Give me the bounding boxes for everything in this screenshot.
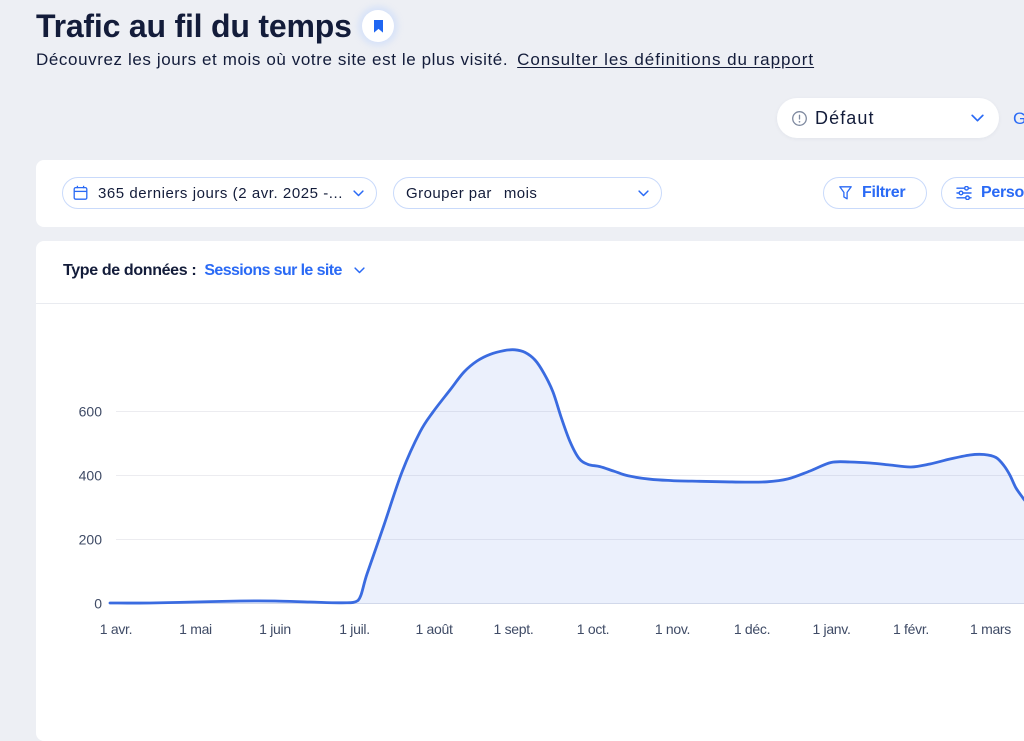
svg-text:1 oct.: 1 oct. bbox=[577, 621, 609, 637]
svg-text:200: 200 bbox=[79, 532, 103, 548]
svg-text:1 mars: 1 mars bbox=[970, 621, 1011, 637]
svg-text:1 sept.: 1 sept. bbox=[494, 621, 534, 637]
svg-text:400: 400 bbox=[79, 468, 103, 484]
svg-text:0: 0 bbox=[94, 596, 102, 612]
svg-text:1 mai: 1 mai bbox=[179, 621, 212, 637]
svg-text:1 juin: 1 juin bbox=[259, 621, 291, 637]
svg-text:1 nov.: 1 nov. bbox=[655, 621, 690, 637]
svg-text:1 août: 1 août bbox=[415, 621, 453, 637]
svg-text:1 févr.: 1 févr. bbox=[893, 621, 929, 637]
svg-text:1 avr.: 1 avr. bbox=[100, 621, 132, 637]
svg-text:1 janv.: 1 janv. bbox=[812, 621, 850, 637]
svg-text:600: 600 bbox=[79, 404, 103, 420]
svg-text:1 juil.: 1 juil. bbox=[339, 621, 370, 637]
svg-text:1 déc.: 1 déc. bbox=[734, 621, 770, 637]
